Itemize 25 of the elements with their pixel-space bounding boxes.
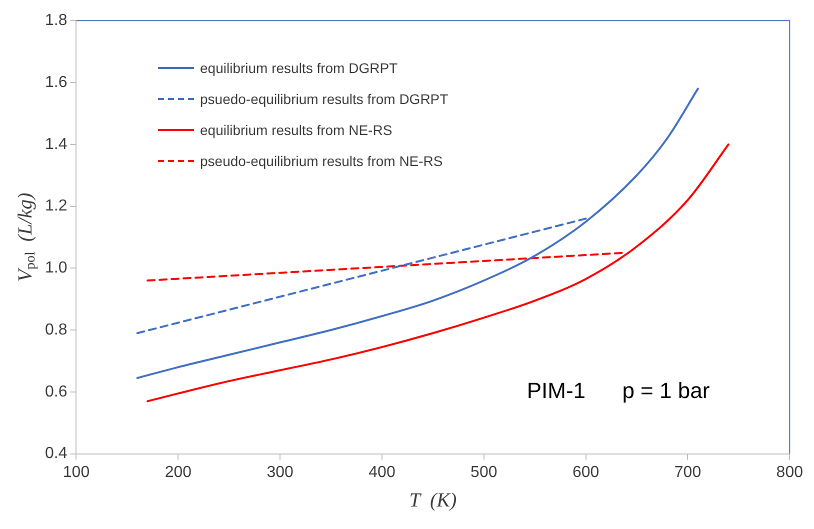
- line-series: [146, 143, 730, 402]
- y-tick-label: 0.6: [44, 383, 68, 400]
- y-axis-title: Vpol (L/kg): [14, 192, 39, 282]
- x-tick-label: 500: [470, 464, 498, 481]
- x-tick-label: 200: [164, 464, 192, 481]
- x-tick-label: 400: [368, 464, 396, 481]
- legend-label: equilibrium results from NE-RS: [200, 122, 392, 138]
- y-tick-label: 0.8: [44, 321, 68, 338]
- y-tick-label: 1.4: [44, 136, 68, 153]
- x-axis-title: T (K): [409, 489, 457, 512]
- y-tick-label: 0.4: [44, 445, 68, 462]
- annotation: PIM-1 p = 1 bar: [526, 378, 710, 403]
- y-tick-label: 1.0: [44, 260, 68, 277]
- legend-label: equilibrium results from DGRPT: [200, 60, 398, 76]
- line-series: [136, 88, 699, 379]
- legend-label: psuedo-equilibrium results from DGRPT: [200, 90, 448, 106]
- legend-label: pseudo-equilibrium results from NE-RS: [200, 152, 443, 168]
- y-tick-label: 1.6: [44, 74, 68, 91]
- x-tick-label: 700: [674, 464, 702, 481]
- x-tick-label: 800: [776, 464, 804, 481]
- y-tick-label: 1.2: [44, 198, 68, 215]
- y-tick-label: 1.8: [44, 12, 68, 30]
- x-tick-label: 300: [266, 464, 294, 481]
- x-tick-label: 100: [62, 464, 90, 481]
- x-tick-label: 600: [572, 464, 600, 481]
